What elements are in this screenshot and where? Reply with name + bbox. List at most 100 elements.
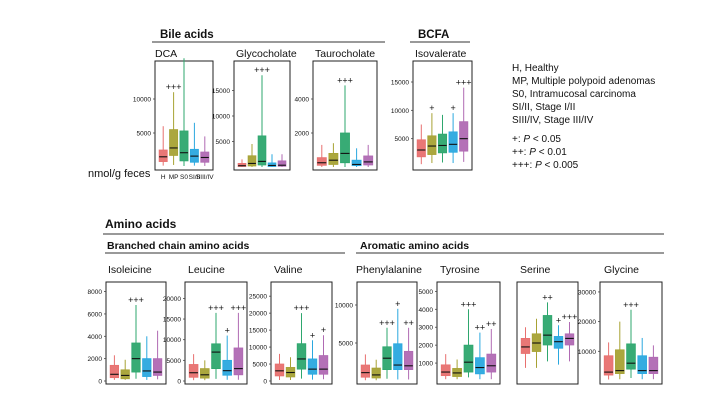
box-iqr <box>307 358 318 375</box>
legend-line-2: MP, Multiple polypoid adenomas <box>512 76 655 87</box>
box-mp <box>371 359 381 381</box>
significance-mark: ++ <box>542 292 553 302</box>
x-tick-label: MP <box>169 174 179 181</box>
box-s0 <box>296 313 307 379</box>
box-mp <box>200 360 210 381</box>
x-tick-label: SIII/IV <box>196 174 214 181</box>
section-branched-chain: Branched chain amino acids <box>107 240 250 252</box>
box-iqr <box>463 344 474 373</box>
y-tick-label: 20000 <box>163 296 181 303</box>
box-s0 <box>179 58 189 166</box>
unit-label: nmol/g feces <box>88 168 151 180</box>
box-iqr <box>257 135 267 166</box>
box-iqr <box>440 364 451 377</box>
legend-sig-2: ++: P < 0.01 <box>512 147 567 158</box>
box-h <box>316 144 327 167</box>
box-iqr <box>120 369 130 380</box>
significance-mark: +++ <box>208 303 224 313</box>
box-mp <box>615 321 625 380</box>
box-s0 <box>211 312 221 379</box>
panel-frame <box>312 60 378 171</box>
box-si-ii <box>553 325 564 365</box>
legend-line-4: SI/II, Stage I/II <box>512 102 575 113</box>
box-siii-iv <box>486 329 497 380</box>
y-tick-label: 15000 <box>212 88 230 95</box>
y-tick-label: 25000 <box>249 294 267 301</box>
box-iqr <box>318 355 329 375</box>
panel-title: Serine <box>520 264 551 276</box>
panel-title: DCA <box>155 48 177 60</box>
box-iqr <box>542 315 553 346</box>
box-iqr <box>626 343 636 370</box>
box-iqr <box>188 364 199 378</box>
box-iqr <box>360 364 371 378</box>
box-si-ii <box>637 337 647 380</box>
significance-mark: +++ <box>128 295 144 305</box>
y-tick-label: 0 <box>98 379 102 386</box>
y-tick-label: 20000 <box>578 319 596 326</box>
panel-frame <box>105 281 167 385</box>
y-tick-label: 1000 <box>419 361 434 368</box>
panel-frame <box>412 60 473 171</box>
significance-mark: ++ <box>486 319 497 329</box>
significance-mark: +++ <box>231 303 247 313</box>
significance-mark: ++ <box>475 323 486 333</box>
box-iqr <box>648 356 659 374</box>
panel-glycine: Glycine 10000 20000 30000 +++ <box>578 264 663 385</box>
significance-mark: + <box>395 299 400 309</box>
box-si-ii <box>351 148 362 167</box>
box-iqr <box>179 130 189 162</box>
significance-mark: +++ <box>254 65 270 75</box>
y-tick-label: 2000 <box>88 356 103 363</box>
box-iqr <box>393 343 403 371</box>
y-tick-label: 5000 <box>339 341 354 348</box>
y-tick-label: 10000 <box>212 114 230 121</box>
section-aromatic: Aromatic amino acids <box>360 240 469 252</box>
section-bcfa: BCFA <box>418 29 449 41</box>
box-mp <box>452 359 462 380</box>
y-tick-label: 5000 <box>395 136 410 143</box>
y-tick-label: 0 <box>263 379 267 386</box>
box-siii-iv <box>363 144 374 167</box>
box-siii-iv <box>152 330 163 380</box>
box-iqr <box>142 358 152 377</box>
y-tick-label: 0 <box>177 379 181 386</box>
box-h <box>416 124 426 165</box>
y-tick-label: 10000 <box>249 345 267 352</box>
significance-mark: + <box>429 103 434 113</box>
box-s0 <box>131 305 141 379</box>
y-tick-label: 5000 <box>253 362 268 369</box>
y-tick-label: 4000 <box>88 334 103 341</box>
box-iqr <box>603 355 614 376</box>
box-iqr <box>247 155 257 167</box>
box-si-ii <box>307 340 318 380</box>
box-iqr <box>437 133 448 154</box>
panel-frame <box>356 281 418 385</box>
y-tick-label: 10000 <box>335 303 353 310</box>
y-tick-label: 3000 <box>419 325 434 332</box>
box-iqr <box>340 132 350 164</box>
panel-frame <box>436 281 501 385</box>
box-h <box>158 126 168 166</box>
significance-mark: + <box>556 315 561 325</box>
box-iqr <box>448 131 458 153</box>
y-tick-label: 10000 <box>163 337 181 344</box>
panel-frame <box>270 281 333 385</box>
box-mp <box>427 113 437 164</box>
box-h <box>440 354 451 380</box>
box-s0 <box>257 75 267 167</box>
x-tick-label: SI/II <box>189 174 201 181</box>
legend-line-1: H, Healthy <box>512 63 559 74</box>
significance-mark: + <box>321 325 326 335</box>
box-iqr <box>152 358 163 376</box>
legend: H, Healthy MP, Multiple polypoid adenoma… <box>512 63 655 171</box>
box-iqr <box>267 162 277 167</box>
panel-title: Leucine <box>188 264 225 276</box>
panel-frame <box>599 281 663 385</box>
box-iqr <box>403 350 414 370</box>
box-iqr <box>131 342 141 373</box>
box-iqr <box>427 135 437 155</box>
